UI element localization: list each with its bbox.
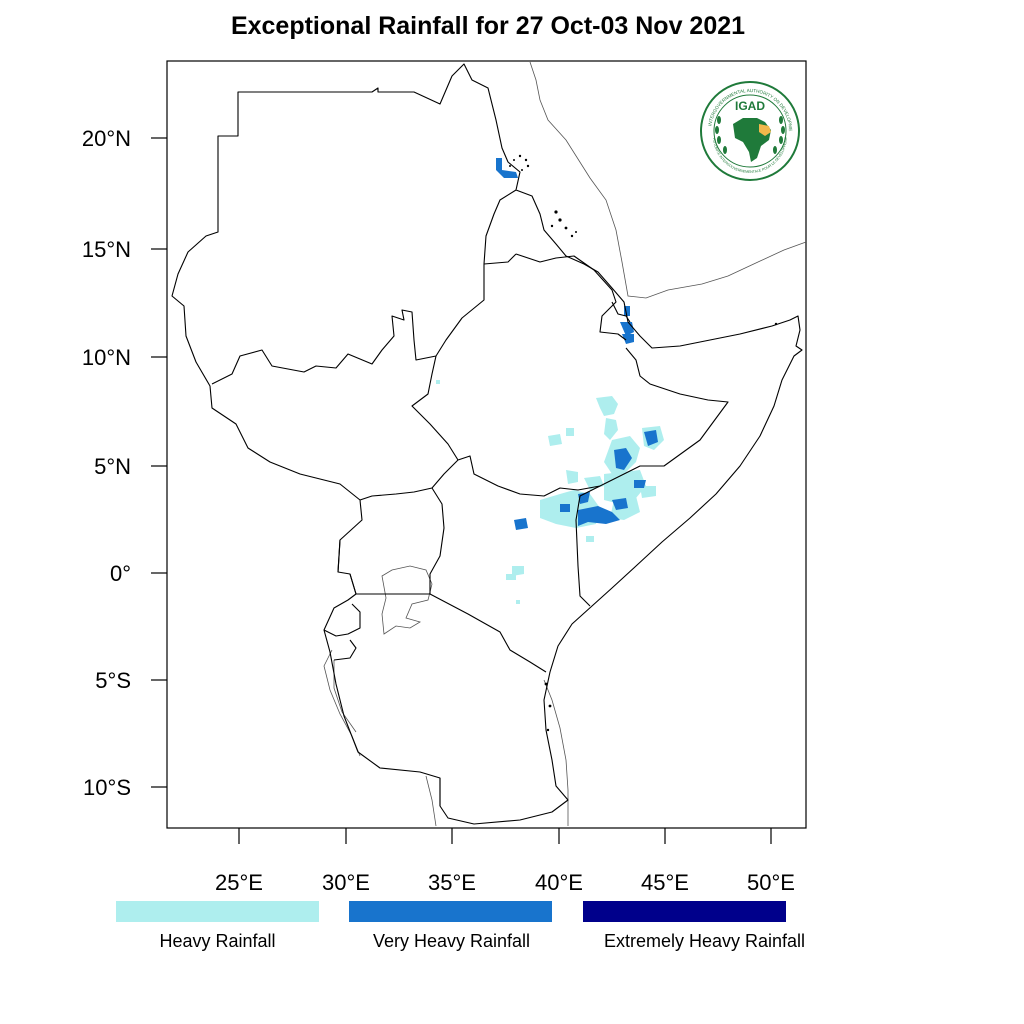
lon-tick-label: 45°E — [641, 870, 689, 895]
lat-tick-label: 15°N — [82, 237, 131, 262]
lat-tick-label: 5°S — [95, 668, 131, 693]
legend-label-extremely-heavy: Extremely Heavy Rainfall — [603, 931, 806, 951]
lat-tick-label: 0° — [110, 561, 131, 586]
legend-swatch-very-heavy — [349, 901, 552, 922]
country-borders — [171, 63, 803, 825]
lat-tick-label: 10°S — [83, 775, 131, 800]
lon-tick-label: 35°E — [428, 870, 476, 895]
rainfall-cells — [436, 158, 664, 604]
lake-outlines — [323, 61, 807, 827]
legend-label-heavy: Heavy Rainfall — [159, 931, 276, 951]
igad-logo: IGAD INTERGOVERNMENTAL AUTHORITY ON DEVE… — [699, 80, 800, 181]
horn-of-africa-icon — [759, 124, 771, 136]
logo-text: IGAD — [735, 99, 765, 113]
lon-tick-labels: 25°E 30°E 35°E 40°E 45°E 50°E — [215, 870, 795, 895]
lon-tick-label: 40°E — [535, 870, 583, 895]
lat-tick-label: 20°N — [82, 126, 131, 151]
lon-tick-label: 50°E — [747, 870, 795, 895]
legend-label-very-heavy: Very Heavy Rainfall — [372, 931, 531, 951]
lon-tick-label: 30°E — [322, 870, 370, 895]
lat-tick-label: 5°N — [94, 454, 131, 479]
islands — [509, 154, 778, 732]
lat-tick-labels: 20°N 15°N 10°N 5°N 0° 5°S 10°S — [82, 126, 131, 800]
map-title: Exceptional Rainfall for 27 Oct-03 Nov 2… — [230, 12, 746, 40]
lon-tick-label: 25°E — [215, 870, 263, 895]
map-frame — [166, 60, 807, 829]
laurel-icon — [715, 116, 785, 154]
legend-swatch-heavy — [116, 901, 319, 922]
legend-swatch-extremely-heavy — [583, 901, 786, 922]
lat-tick-label: 10°N — [82, 345, 131, 370]
axis-ticks — [151, 137, 772, 844]
